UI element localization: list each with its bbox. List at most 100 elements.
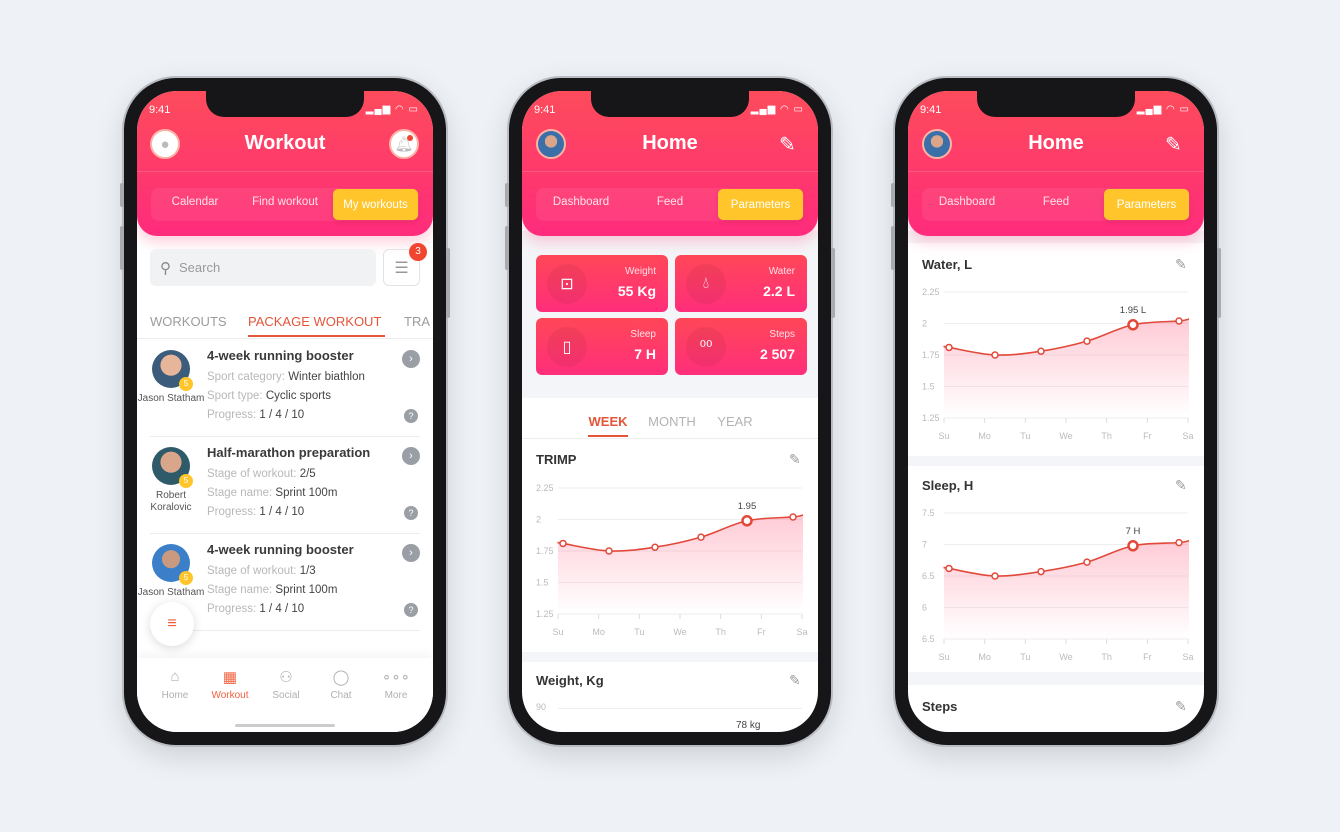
item-title: 4-week running booster — [207, 542, 354, 557]
period-underline — [588, 435, 628, 437]
x-tick-label: Th — [1101, 431, 1112, 441]
x-tick-label: Su — [938, 431, 949, 441]
y-tick-label: 1.75 — [536, 546, 554, 556]
tab-feed[interactable]: Feed — [656, 196, 684, 208]
steps-card-title: Steps — [922, 699, 958, 714]
x-tick-label: Mo — [592, 627, 605, 637]
edit-icon[interactable]: ✎ — [779, 134, 796, 156]
water-chart: 2.25 2 1.75 1.5 1.25 Su Mo Tu We Th Fr Sa 1.95 L — [922, 287, 1194, 441]
x-tick-label: Sa — [1182, 652, 1193, 662]
profile-avatar[interactable] — [536, 129, 566, 159]
edit-icon[interactable]: ✎ — [1165, 134, 1182, 156]
edit-chart-icon[interactable]: ✎ — [1175, 256, 1187, 272]
help-icon[interactable]: ? — [404, 409, 418, 423]
data-point — [789, 513, 797, 521]
tab-feed[interactable]: Feed — [1042, 196, 1070, 208]
nav-home[interactable]: ⌂ Home — [150, 668, 200, 701]
x-tick-label: Th — [715, 627, 726, 637]
bottom-nav: ⌂ Home ▦ Workout ⚇ Social ◯ Chat ∘∘∘ More — [137, 658, 433, 732]
highlight-label: 78 kg — [736, 720, 761, 731]
list-item[interactable]: 5 Robert Koralovic Half-marathon prepara… — [137, 437, 433, 534]
status-time: 9:41 — [534, 104, 556, 116]
status-time: 9:41 — [149, 104, 171, 116]
data-point — [697, 533, 705, 541]
item-title: Half-marathon preparation — [207, 445, 371, 460]
subtab-training[interactable]: TRA — [404, 314, 430, 329]
period-week[interactable]: WEEK — [588, 414, 628, 429]
more-icon: ∘∘∘ — [381, 669, 411, 686]
nav-social[interactable]: ⚇ Social — [261, 668, 311, 701]
period-year[interactable]: YEAR — [717, 414, 753, 429]
y-tick-label: 1.5 — [922, 382, 935, 392]
help-icon[interactable]: ? — [404, 603, 418, 617]
profile-avatar[interactable]: ● — [150, 129, 180, 159]
nav-chat[interactable]: ◯ Chat — [316, 668, 366, 701]
phone-workout: 9:41 ▂▄▆ ◠ ▭ ● Workout 🔔︎ Calendar Find … — [120, 78, 450, 745]
help-icon[interactable]: ? — [404, 506, 418, 520]
subtab-workouts[interactable]: WORKOUTS — [150, 314, 227, 329]
x-tick-label: Th — [1101, 652, 1112, 662]
data-point — [991, 351, 999, 359]
highlight-label: 1.95 L — [1120, 305, 1146, 316]
sliders-icon: ☰ — [394, 259, 409, 277]
trimp-chart: 2.25 2 1.75 1.5 1.25 Su Mo Tu We Th Fr Sa 1.95 — [536, 483, 808, 637]
data-point — [605, 547, 613, 555]
x-tick-label: Su — [552, 627, 563, 637]
data-point — [945, 564, 953, 573]
chevron-right-icon[interactable]: › — [402, 447, 420, 465]
tile-weight[interactable]: ⊡ Weight 55 Kg — [536, 255, 668, 312]
author-name: Robert Koralovic — [150, 490, 192, 513]
author-name: Jason Statham — [137, 393, 205, 404]
y-tick-label: 2 — [536, 515, 541, 525]
x-tick-label: Su — [938, 652, 949, 662]
chevron-right-icon[interactable]: › — [402, 544, 420, 562]
x-tick-label: Tu — [1020, 652, 1030, 662]
tab-calendar[interactable]: Calendar — [171, 196, 219, 208]
edit-chart-icon[interactable]: ✎ — [1175, 477, 1187, 493]
list-item[interactable]: 5 Jason Statham 4-week running booster S… — [137, 340, 433, 437]
sleep-icon: ▯ — [547, 327, 587, 367]
sort-button[interactable]: ≡ — [150, 602, 194, 646]
x-tick-label: Tu — [634, 627, 644, 637]
y-tick-label: 1.25 — [536, 609, 554, 619]
tab-my-workouts[interactable]: My workouts — [333, 189, 418, 220]
list-item[interactable]: 5 Jason Statham 4-week running booster S… — [137, 534, 433, 631]
tab-find-workout[interactable]: Find workout — [252, 196, 318, 208]
nav-more[interactable]: ∘∘∘ More — [371, 668, 421, 701]
nav-workout[interactable]: ▦ Workout — [205, 668, 255, 701]
x-tick-label: Sa — [796, 627, 807, 637]
tile-water[interactable]: 💧︎ Water 2.2 L — [675, 255, 807, 312]
x-tick-label: We — [673, 627, 686, 637]
period-month[interactable]: MONTH — [648, 414, 696, 429]
filter-button[interactable]: ☰ — [383, 249, 420, 286]
profile-avatar[interactable] — [922, 129, 952, 159]
weight-card-title: Weight, Kg — [536, 673, 604, 688]
x-tick-label: Mo — [978, 652, 991, 662]
y-tick-label: 7 — [922, 540, 927, 550]
tab-dashboard[interactable]: Dashboard — [552, 196, 610, 208]
tile-sleep[interactable]: ▯ Sleep 7 H — [536, 318, 668, 375]
x-tick-label: Fr — [757, 627, 766, 637]
search-input[interactable]: ⚲ Search — [150, 249, 376, 286]
data-point — [1175, 538, 1183, 547]
tab-parameters[interactable]: Parameters — [718, 189, 803, 220]
tile-steps[interactable]: ⁰⁰ Steps 2 507 — [675, 318, 807, 375]
area-fill — [943, 318, 1189, 418]
chart-title: Water, L — [922, 257, 973, 272]
x-tick-label: We — [1059, 431, 1072, 441]
subtab-package-workout[interactable]: PACKAGE WORKOUT — [248, 314, 382, 329]
edit-chart-icon[interactable]: ✎ — [789, 451, 801, 467]
sleep-chart: 7.576.566.5Su Mo Tu We Th Fr Sa7 H — [922, 508, 1194, 662]
x-tick-label: Fr — [1143, 652, 1152, 662]
chevron-right-icon[interactable]: › — [402, 350, 420, 368]
tab-dashboard[interactable]: Dashboard — [938, 196, 996, 208]
y-tick-label: 6.5 — [922, 571, 935, 581]
edit-chart-icon[interactable]: ✎ — [1175, 698, 1187, 714]
data-point — [559, 539, 567, 548]
edit-chart-icon[interactable]: ✎ — [789, 672, 801, 688]
y-tick-label: 1.25 — [922, 413, 940, 423]
highlighted-point — [1127, 319, 1139, 331]
data-point — [1175, 317, 1183, 325]
tab-parameters[interactable]: Parameters — [1104, 189, 1189, 220]
notifications-button[interactable]: 🔔︎ — [389, 129, 419, 159]
